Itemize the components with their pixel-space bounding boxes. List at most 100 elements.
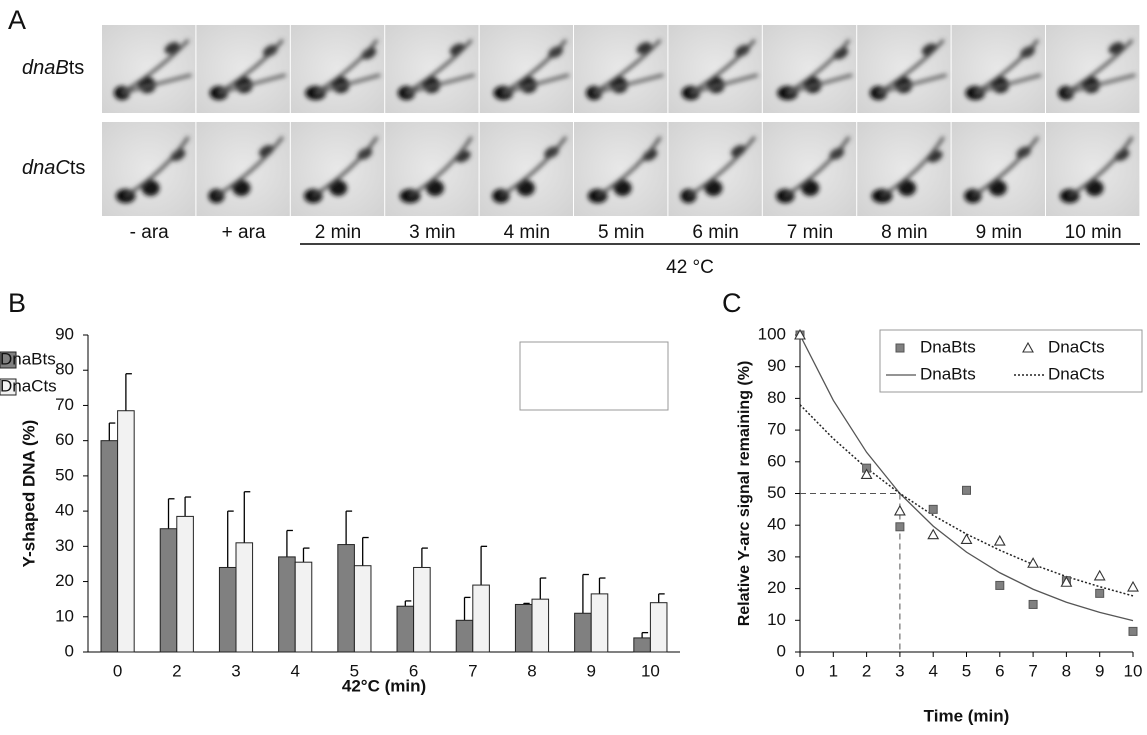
gel-image [291, 122, 384, 216]
fit-line [800, 405, 1133, 596]
marker-triangle [895, 506, 905, 515]
marker-triangle [1095, 571, 1105, 580]
row-label: dnaBts [22, 57, 84, 79]
y-tick-label: 90 [55, 324, 74, 343]
y-axis-label: Relative Y-arc signal remaining (%) [736, 361, 753, 627]
y-tick-label: 50 [55, 465, 74, 484]
gel-image [952, 122, 1045, 216]
y-tick-label: 0 [777, 641, 786, 660]
bar [219, 567, 236, 652]
x-tick-label: 6 [995, 661, 1004, 680]
marker-square [1096, 589, 1104, 597]
gel-image [196, 122, 289, 216]
y-tick-label: 10 [767, 610, 786, 629]
legend-label: DnaBts [920, 364, 976, 383]
lane-label: 3 min [409, 222, 455, 243]
gel-image [1046, 25, 1139, 113]
bar [575, 613, 592, 652]
row-label-plain: ts [70, 157, 86, 179]
y-tick-label: 40 [767, 515, 786, 534]
gel-image [385, 25, 478, 113]
lane-label: 5 min [598, 222, 644, 243]
panel-label: B [8, 288, 26, 318]
legend-label: DnaBts [920, 337, 976, 356]
legend-label: DnaCts [0, 376, 57, 395]
bar [397, 606, 414, 652]
x-tick-label: 9 [586, 661, 595, 680]
marker-square [996, 581, 1004, 589]
x-tick-label: 7 [468, 661, 477, 680]
panel-label: C [722, 288, 742, 318]
y-tick-label: 20 [767, 578, 786, 597]
y-tick-label: 20 [55, 571, 74, 590]
bar [118, 411, 135, 652]
marker-square [896, 344, 904, 352]
bar [338, 545, 355, 652]
legend-box [520, 342, 668, 410]
gel-image [763, 122, 856, 216]
bar [456, 620, 473, 652]
row-label-italic: dnaC [22, 157, 70, 179]
x-tick-label: 9 [1095, 661, 1104, 680]
marker-square [1029, 600, 1037, 608]
x-axis-label: Time (min) [924, 706, 1010, 725]
gel-image [1046, 122, 1139, 216]
y-axis-label: Y-shaped DNA (%) [19, 420, 38, 568]
x-tick-label: 5 [350, 661, 359, 680]
marker-square [1129, 627, 1137, 635]
x-tick-label: 8 [1062, 661, 1071, 680]
x-tick-label: 0 [795, 661, 804, 680]
y-tick-label: 100 [758, 324, 786, 343]
gel-image [291, 25, 384, 113]
bar [532, 599, 549, 652]
marker-square [896, 523, 904, 531]
x-tick-label: 10 [1124, 661, 1143, 680]
x-tick-label: 3 [895, 661, 904, 680]
lane-label: 7 min [787, 222, 833, 243]
row-label-italic: dnaB [22, 57, 69, 79]
bar [101, 441, 118, 652]
y-tick-label: 10 [55, 606, 74, 625]
gel-image [480, 122, 573, 216]
x-tick-label: 2 [172, 661, 181, 680]
x-tick-label: 5 [962, 661, 971, 680]
bar [515, 604, 532, 652]
gel-image [952, 25, 1045, 113]
x-tick-label: 2 [862, 661, 871, 680]
figure: AdnaBtsdnaCts- ara+ ara2 min3 min4 min5 … [0, 0, 1147, 735]
x-tick-label: 7 [1028, 661, 1037, 680]
x-tick-label: 4 [928, 661, 937, 680]
bar [236, 543, 253, 652]
gel-image [857, 122, 950, 216]
bar [295, 562, 312, 652]
x-tick-label: 3 [231, 661, 240, 680]
gel-image [480, 25, 573, 113]
bar [591, 594, 608, 652]
legend-label: DnaBts [0, 349, 56, 368]
x-tick-label: 0 [113, 661, 122, 680]
lane-label: 4 min [504, 222, 550, 243]
bar [279, 557, 296, 652]
row-label: dnaCts [22, 157, 85, 179]
y-tick-label: 80 [767, 388, 786, 407]
x-tick-label: 10 [641, 661, 660, 680]
y-tick-label: 30 [767, 546, 786, 565]
temperature-label: 42 °C [666, 257, 714, 278]
gel-image [668, 122, 761, 216]
y-tick-label: 90 [767, 356, 786, 375]
gel-image [574, 25, 667, 113]
y-tick-label: 80 [55, 360, 74, 379]
lane-label: + ara [222, 222, 266, 243]
gel-image [857, 25, 950, 113]
bar [160, 529, 177, 652]
lane-label: 2 min [315, 222, 361, 243]
y-tick-label: 60 [55, 430, 74, 449]
row-label-plain: ts [69, 57, 85, 79]
marker-triangle [995, 536, 1005, 545]
lane-label: 10 min [1065, 222, 1122, 243]
gel-image [385, 122, 478, 216]
panel-label: A [8, 5, 26, 35]
y-tick-label: 70 [767, 420, 786, 439]
gel-image [102, 122, 195, 216]
bar [473, 585, 490, 652]
